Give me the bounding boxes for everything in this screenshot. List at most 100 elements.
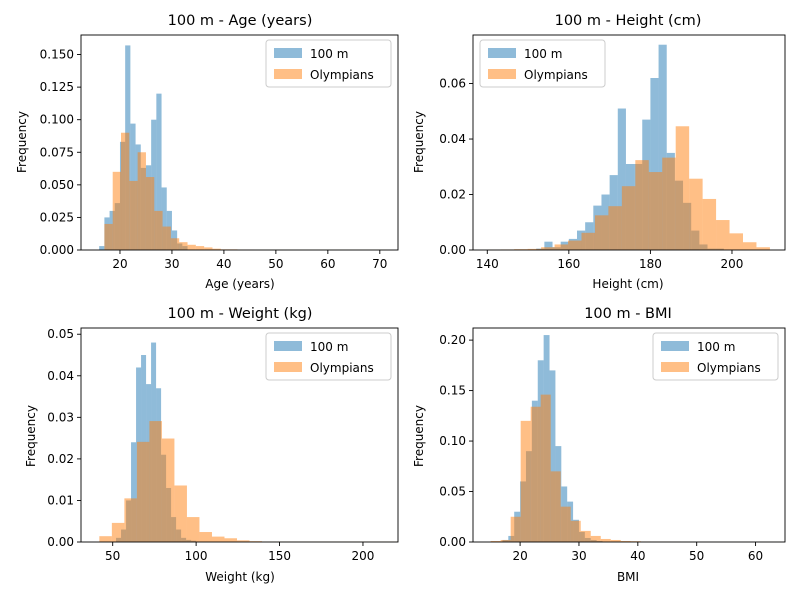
y-tick-label: 0.04 — [439, 132, 466, 146]
panel-age: 100 m - Age (years) Age (years) Frequenc… — [15, 13, 399, 291]
legend-swatch — [488, 69, 516, 79]
y-tick-label: 0.05 — [439, 485, 466, 499]
x-tick-label: 70 — [372, 257, 387, 271]
histogram-bar — [580, 530, 591, 542]
chart-title: 100 m - Weight (kg) — [168, 306, 313, 322]
histogram-bar — [742, 242, 757, 250]
x-tick-label: 50 — [268, 257, 283, 271]
histogram-bar — [594, 215, 609, 250]
histogram-bar — [756, 247, 770, 250]
histogram-bar — [224, 538, 237, 542]
histogram-bar — [600, 538, 611, 542]
histogram-bar — [211, 536, 225, 542]
histogram-bar — [635, 160, 649, 250]
legend-swatch — [274, 362, 302, 372]
histogram-bar — [617, 108, 626, 250]
x-tick-label: 60 — [748, 549, 763, 563]
histogram-bar — [541, 247, 555, 250]
histogram-bar — [610, 539, 621, 542]
y-tick-label: 0.050 — [40, 178, 74, 192]
histogram-bar — [237, 540, 250, 542]
histogram-bar — [581, 232, 595, 250]
histogram-bar — [570, 520, 581, 542]
y-axis-label: Frequency — [15, 111, 29, 173]
plot-area-weight: 50 100 150 200 0.00 0.01 0.02 0.03 0.04 0.05 100 m… — [47, 327, 399, 563]
histogram-bar — [702, 198, 717, 250]
panel-bmi: 100 m - BMI BMI Frequency 20 30 40 50 60 0.00… — [412, 306, 786, 584]
histogram-bar — [129, 180, 138, 250]
histogram-bar — [608, 206, 622, 250]
histogram-bar — [662, 157, 676, 250]
x-tick-label: 200 — [721, 257, 744, 271]
legend-label: 100 m — [310, 47, 348, 61]
y-tick-label: 0.00 — [439, 243, 466, 257]
histogram-bar — [195, 246, 205, 250]
axes-frame — [472, 34, 786, 251]
axes-frame — [80, 327, 399, 543]
x-tick-label: 140 — [476, 257, 499, 271]
legend-label: Olympians — [524, 68, 588, 82]
plot-area-bmi: 20 30 40 50 60 0.00 0.05 0.10 0.15 0.20 100 m Olymp… — [439, 327, 786, 563]
x-tick-label: 20 — [112, 257, 127, 271]
x-axis-label: Height (cm) — [592, 277, 663, 291]
histogram-bar — [550, 471, 561, 542]
histogram-bar — [156, 93, 162, 250]
legend: 100 m Olympians — [479, 39, 606, 88]
y-tick-label: 0.125 — [40, 80, 74, 94]
y-tick-label: 0.025 — [40, 210, 74, 224]
x-tick-label: 40 — [630, 549, 645, 563]
histogram-bar — [530, 406, 541, 542]
y-tick-label: 0.00 — [47, 535, 74, 549]
x-tick-label: 40 — [216, 257, 231, 271]
legend-label: Olympians — [310, 68, 374, 82]
legend-label: 100 m — [310, 340, 348, 354]
histogram-bar — [212, 248, 221, 250]
legend-swatch — [274, 341, 302, 351]
series-olympians — [487, 126, 770, 250]
x-axis-label: Weight (kg) — [205, 570, 275, 584]
legend: 100 m Olympians — [652, 332, 779, 381]
y-tick-label: 0.05 — [47, 327, 74, 341]
y-tick-label: 0.150 — [40, 48, 74, 62]
y-tick-label: 0.100 — [40, 113, 74, 127]
y-tick-label: 0.06 — [439, 77, 466, 91]
histogram-bar — [124, 498, 137, 542]
histogram-bar — [170, 238, 180, 250]
histogram-bar — [675, 126, 690, 250]
histogram-bar — [161, 438, 175, 542]
y-tick-label: 0.20 — [439, 333, 466, 347]
histogram-bar — [620, 540, 631, 542]
histogram-bar — [621, 186, 636, 250]
histogram-bar — [510, 516, 521, 542]
histogram-bar — [121, 132, 130, 250]
x-tick-label: 180 — [639, 257, 662, 271]
x-tick-label: 50 — [105, 549, 120, 563]
y-tick-label: 0.10 — [439, 434, 466, 448]
axes-frame — [472, 327, 786, 543]
histogram-bar — [540, 394, 551, 542]
histogram-bar — [560, 506, 571, 542]
y-tick-label: 0.04 — [47, 369, 74, 383]
chart-title: 100 m - Height (cm) — [555, 13, 702, 29]
chart-title: 100 m - Age (years) — [168, 13, 313, 29]
histogram-bar — [99, 536, 112, 542]
legend-label: 100 m — [524, 47, 562, 61]
histogram-bar — [590, 535, 601, 542]
series-olympians — [99, 421, 398, 542]
y-tick-label: 0.01 — [47, 493, 74, 507]
histogram-bar — [568, 240, 582, 250]
legend-swatch — [488, 48, 516, 58]
histogram-bar — [104, 223, 113, 250]
histogram-bar — [554, 244, 569, 250]
histogram-bar — [154, 210, 163, 250]
histogram-bar — [716, 220, 730, 250]
histogram-bars — [490, 335, 781, 542]
histogram-bar — [162, 226, 171, 250]
legend-label: Olympians — [697, 361, 761, 375]
plot-area-age: 20 30 40 50 60 70 0.000 0.025 0.050 0.075 0.100 0.1… — [40, 34, 399, 271]
y-tick-label: 0.075 — [40, 145, 74, 159]
x-axis-label: Age (years) — [205, 277, 274, 291]
legend-swatch — [661, 341, 689, 351]
y-tick-label: 0.000 — [40, 243, 74, 257]
